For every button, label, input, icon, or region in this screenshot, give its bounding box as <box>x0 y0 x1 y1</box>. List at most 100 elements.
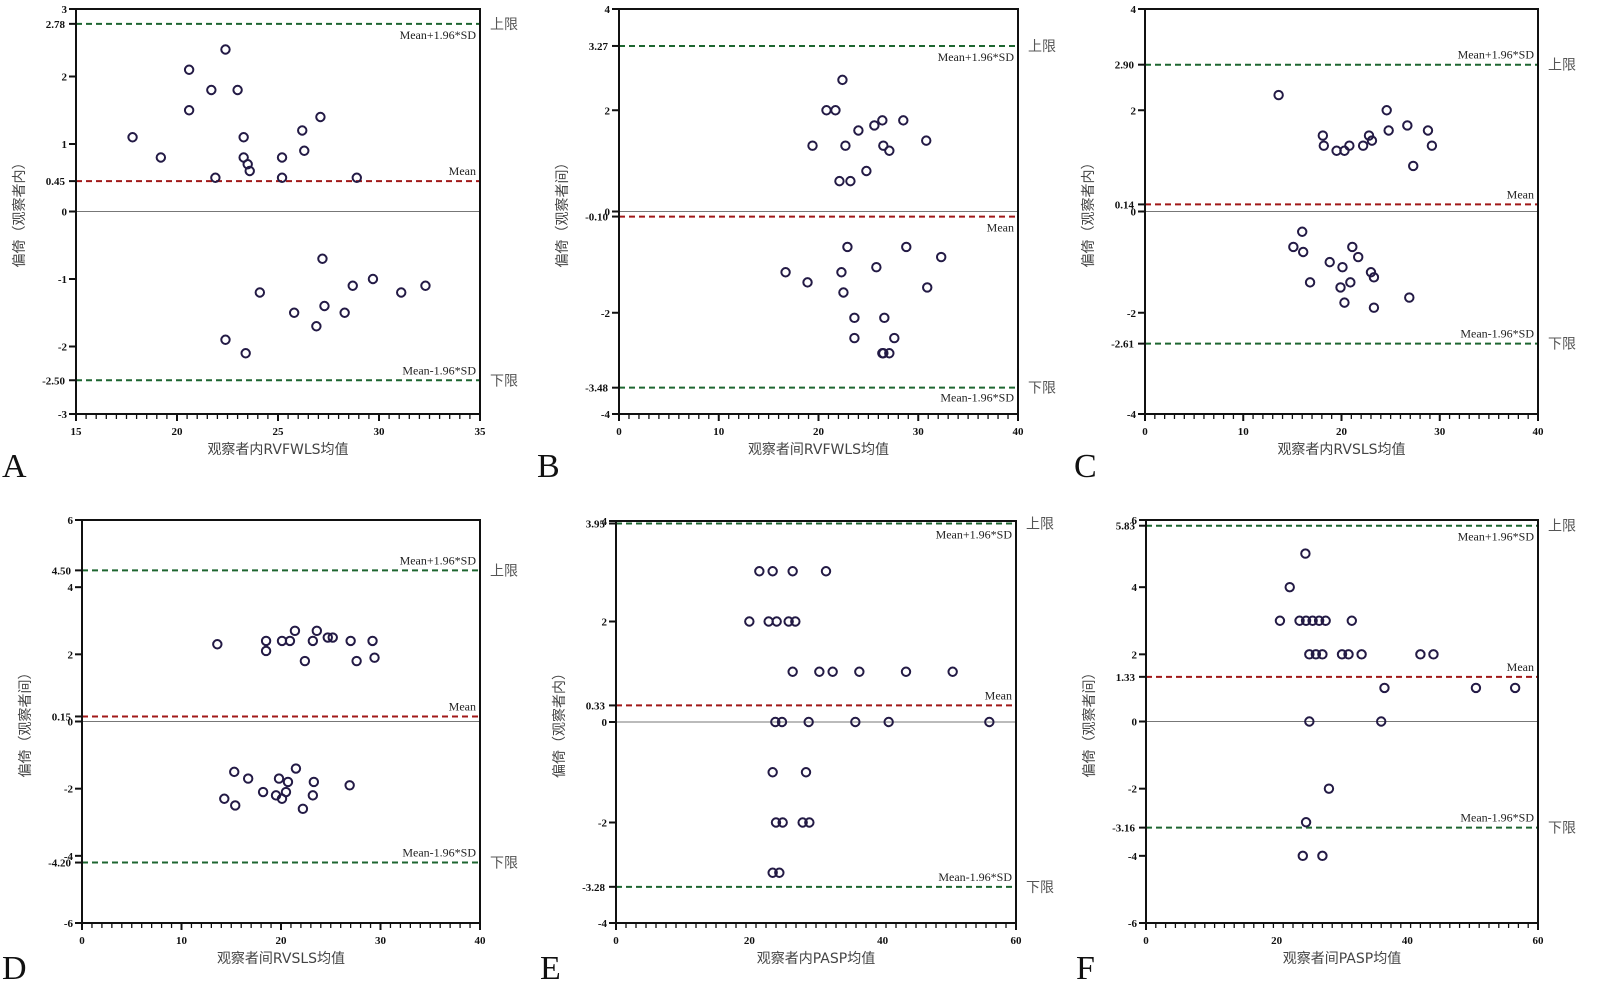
upper-limit-side-label: 上限 <box>1548 519 1576 535</box>
data-point <box>840 140 851 151</box>
y-axis-title: 偏倚（观察者间） <box>17 666 34 778</box>
upper-limit-side-label: 上限 <box>490 17 518 33</box>
data-point <box>396 287 407 298</box>
x-tick-label: 20 <box>1271 935 1283 947</box>
data-point <box>1300 548 1311 559</box>
data-point <box>1346 615 1358 626</box>
upper-loa-tick-label: 3.27 <box>589 41 609 53</box>
lower-loa-label: Mean-1.96*SD <box>940 391 1014 405</box>
upper-limit-side-label: 上限 <box>1026 517 1054 533</box>
upper-loa-tick-label: 2.78 <box>46 19 66 31</box>
data-point <box>284 635 296 647</box>
data-point <box>297 803 309 815</box>
data-point <box>339 307 350 318</box>
data-point <box>1297 246 1309 258</box>
data-point <box>367 273 379 285</box>
data-point <box>921 135 932 146</box>
x-axis-title: 观察者间PASP均值 <box>1283 950 1401 967</box>
y-tick-label: -2 <box>58 342 68 354</box>
data-point <box>767 767 778 778</box>
x-axis-title: 观察者内RVSLS均值 <box>1277 441 1405 458</box>
y-tick-label: 4 <box>68 582 74 594</box>
data-point <box>1300 817 1312 828</box>
data-point <box>783 616 794 627</box>
data-point <box>1347 241 1358 253</box>
x-tick-label: 20 <box>744 935 756 947</box>
lower-limit-side-label: 下限 <box>490 856 518 872</box>
panel-letter: D <box>2 950 27 982</box>
y-tick-label: 0 <box>605 207 611 219</box>
data-point <box>1304 649 1315 660</box>
mean-tick-label: -0.10 <box>585 212 608 224</box>
data-point <box>420 280 431 291</box>
y-tick-label: 0 <box>62 207 68 219</box>
data-point <box>802 277 813 288</box>
data-point <box>797 817 808 828</box>
y-tick-label: -4 <box>1128 851 1138 863</box>
data-point <box>774 867 785 878</box>
x-tick-label: 30 <box>913 426 925 438</box>
y-axis-title: 偏倚（观察者内） <box>11 156 28 268</box>
data-point <box>1426 140 1438 151</box>
x-axis-title: 观察者内RVFWLS均值 <box>207 441 348 458</box>
data-point <box>837 74 848 86</box>
data-point <box>238 132 249 143</box>
data-point <box>984 716 995 728</box>
lower-limit-side-label: 下限 <box>1026 880 1054 896</box>
data-point <box>1383 125 1394 136</box>
x-tick-label: 15 <box>71 426 83 438</box>
data-point <box>849 332 860 344</box>
mean-label: Mean <box>449 699 476 713</box>
y-tick-label: 2 <box>68 649 74 661</box>
data-point <box>827 666 838 677</box>
data-point <box>871 261 882 273</box>
data-point <box>367 635 378 647</box>
mean-tick-label: 0.14 <box>1115 199 1135 211</box>
y-tick-label: -2 <box>64 784 74 796</box>
data-point <box>767 867 778 878</box>
y-axis-title: 偏倚（观察者内） <box>551 666 568 778</box>
y-tick-label: 0 <box>1131 207 1137 219</box>
y-tick-label: -2 <box>601 308 611 320</box>
x-tick-label: 20 <box>1336 426 1348 438</box>
panel-a: 15 20 25 30 35 -3 -2 -1 0 1 2 3 0.45 2.78 -2.50 Mean+1.… <box>2 4 518 485</box>
upper-loa-label: Mean+1.96*SD <box>936 528 1013 542</box>
x-tick-label: 20 <box>172 426 184 438</box>
data-point <box>901 241 912 253</box>
x-tick-label: 0 <box>613 935 619 947</box>
data-point <box>787 566 798 577</box>
data-point <box>1376 716 1387 727</box>
data-point <box>230 800 241 811</box>
data-point <box>777 817 788 828</box>
lower-limit-side-label: 下限 <box>1548 821 1576 837</box>
data-point <box>900 666 912 677</box>
y-tick-label: 4 <box>605 4 611 16</box>
y-tick-label: 6 <box>1132 515 1138 527</box>
data-point <box>884 145 895 156</box>
data-point <box>1356 649 1367 660</box>
data-point <box>311 321 322 332</box>
x-tick-label: 40 <box>1013 426 1025 438</box>
panel-letter: E <box>540 950 561 982</box>
data-point <box>276 152 288 163</box>
data-point <box>1317 850 1328 862</box>
y-tick-label: 2 <box>1132 649 1138 661</box>
upper-loa-label: Mean+1.96*SD <box>1458 530 1535 544</box>
y-tick-label: 0 <box>1132 717 1138 729</box>
data-point <box>770 817 782 828</box>
lower-limit-side-label: 下限 <box>1548 337 1576 353</box>
data-point <box>830 105 841 116</box>
x-tick-label: 30 <box>375 935 387 947</box>
data-point <box>1320 615 1331 626</box>
lower-limit-side-label: 下限 <box>490 373 518 389</box>
data-point <box>1428 649 1439 660</box>
y-tick-label: 3 <box>62 4 68 16</box>
panel-b: 0 10 20 30 40 -4 -2 0 2 4 -0.10 3.27 -3.48 Mean+1.96*… <box>537 4 1056 485</box>
data-point <box>878 140 889 151</box>
data-point <box>1363 130 1375 141</box>
y-tick-label: -2 <box>1128 784 1138 796</box>
y-tick-label: 0 <box>68 717 74 729</box>
data-point <box>1297 226 1308 237</box>
data-point <box>1343 649 1354 660</box>
data-point <box>1284 581 1295 593</box>
